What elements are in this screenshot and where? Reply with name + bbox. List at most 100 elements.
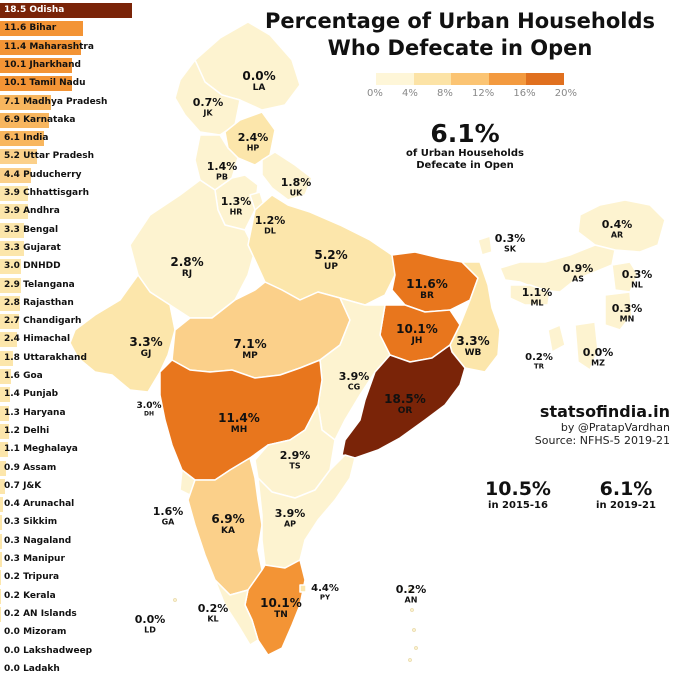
ranking-row: 0.0 Mizoram: [0, 624, 66, 641]
ranking-row: 1.4 Punjab: [0, 386, 58, 403]
state-value-ar: 0.4%: [602, 218, 633, 231]
ranking-label: 0.0 Ladakh: [4, 663, 60, 674]
ranking-bar: [0, 112, 50, 128]
ranking-bar: [0, 259, 22, 275]
ranking-label: 0.9 Assam: [4, 462, 57, 473]
state-value-kl: 0.2%: [198, 602, 229, 615]
title-line-2: Who Defecate in Open: [327, 36, 593, 60]
ranking-bar: [0, 460, 7, 476]
state-code-mh: MH: [231, 425, 248, 435]
state-value-wb: 3.3%: [456, 334, 489, 348]
state-code-cg: CG: [348, 382, 360, 391]
ranking-row: 0.3 Nagaland: [0, 533, 71, 550]
ranking-label: 0.2 AN Islands: [4, 608, 77, 619]
ranking-bar: [0, 149, 38, 165]
branding: statsofindia.in by @PratapVardhan Source…: [520, 402, 670, 447]
state-code-ka: KA: [221, 526, 235, 536]
color-legend-ticks: 0% 4% 8% 12% 16% 20%: [367, 88, 577, 99]
ranking-bar: [0, 552, 3, 567]
ranking-label: 0.0 Lakshadweep: [4, 645, 93, 656]
state-value-mz: 0.0%: [583, 346, 614, 359]
state-code-dl: DL: [264, 226, 276, 235]
state-code-kl: KL: [207, 614, 218, 623]
island-nicobar-2: [408, 658, 412, 662]
ranking-bar: [0, 497, 3, 513]
state-code-gj: GJ: [141, 349, 152, 359]
ranking-row: 0.4 Arunachal: [0, 496, 74, 513]
state-code-hr: HR: [230, 207, 243, 216]
ranking-label: 6.9 Karnataka: [4, 114, 76, 125]
ranking-label: 0.7 J&K: [4, 480, 42, 491]
brand-source: Source: NFHS-5 2019-21: [534, 434, 670, 447]
ranking-label: 2.8 Rajasthan: [4, 297, 74, 308]
ranking-label: 3.9 Andhra: [4, 206, 60, 217]
state-assam: [499, 244, 616, 293]
state-code-py: PY: [320, 594, 331, 602]
ranking-row: 2.8 Rajasthan: [0, 295, 74, 312]
state-karnataka: [187, 457, 263, 596]
state-code-ga: GA: [162, 517, 176, 526]
ranking-row: 10.1 Jharkhand: [0, 57, 81, 74]
state-value-gj: 3.3%: [129, 335, 162, 349]
ranking-bar: [0, 442, 8, 458]
state-value-or: 18.5%: [384, 392, 426, 406]
state-uttarakhand: [261, 151, 313, 201]
state-code-tn: TN: [274, 610, 288, 620]
ranking-label: 1.8 Uttarakhand: [4, 352, 87, 363]
state-code-mn: MN: [620, 314, 635, 323]
state-code-up: UP: [324, 262, 338, 272]
ranking-bar: [0, 167, 32, 183]
ranking-row: 3.3 Gujarat: [0, 240, 61, 257]
ranking-row: 0.7 J&K: [0, 478, 41, 495]
state-sikkim: [477, 235, 493, 256]
ranking-row: 18.5 Odisha: [0, 2, 132, 19]
island-andaman-3: [412, 628, 416, 632]
state-value-tr: 0.2%: [525, 352, 553, 363]
island-nicobar-1: [414, 646, 418, 650]
ranking-bar: [0, 332, 18, 348]
ranking-row: 2.4 Himachal: [0, 331, 70, 348]
color-legend-bar: [376, 73, 564, 85]
state-andhra-pradesh: [257, 454, 356, 569]
state-value-dh: 3.0%: [137, 401, 162, 411]
national-figure: 6.1% of Urban Households Defecate in Ope…: [390, 120, 540, 172]
state-value-up: 5.2%: [314, 248, 347, 262]
ranking-row: 7.1 Madhya Pradesh: [0, 94, 107, 111]
state-code-tr: TR: [534, 363, 545, 371]
ranking-row: 1.3 Haryana: [0, 405, 66, 422]
state-code-la: LA: [253, 83, 266, 93]
ranking-row: 2.9 Telangana: [0, 277, 75, 294]
state-code-ts: TS: [289, 461, 300, 470]
ranking-bar: [0, 515, 3, 531]
ranking-row: 3.3 Bengal: [0, 222, 58, 239]
ranking-label: 1.3 Haryana: [4, 407, 66, 418]
ranking-row: 3.9 Andhra: [0, 203, 60, 220]
ranking-bar: [0, 369, 12, 384]
compare-2021-period: in 2019-21: [596, 500, 656, 511]
title-line-1: Percentage of Urban Households: [265, 9, 655, 33]
ranking-row: 11.4 Maharashtra: [0, 39, 94, 56]
ranking-row: 3.0 DNHDD: [0, 258, 61, 275]
state-code-jh: JH: [411, 336, 423, 346]
ranking-bar: [0, 94, 51, 110]
chart-title: Percentage of Urban Households Who Defec…: [250, 8, 670, 62]
ranking-bar: [0, 570, 2, 586]
state-uttar-pradesh: [247, 194, 396, 306]
state-manipur: [604, 291, 633, 331]
compare-2015-period: in 2015-16: [488, 500, 548, 511]
national-value: 6.1%: [430, 119, 500, 148]
ranking-row: 0.2 Tripura: [0, 569, 59, 586]
state-tripura: [547, 324, 566, 353]
legend-tick: 20%: [554, 88, 577, 99]
ranking-bar: [0, 533, 3, 549]
state-code-pb: PB: [216, 172, 228, 181]
island-lakshadweep: [173, 598, 177, 602]
state-value-mn: 0.3%: [612, 302, 643, 315]
state-value-ld: 0.0%: [135, 613, 166, 626]
state-value-py: 4.4%: [311, 583, 339, 594]
state-code-mp: MP: [242, 351, 258, 361]
state-code-jk: JK: [202, 108, 213, 117]
ranking-bar: [0, 57, 73, 73]
ranking-label: 3.0 DNHDD: [4, 261, 61, 272]
state-value-hp: 2.4%: [238, 131, 269, 144]
